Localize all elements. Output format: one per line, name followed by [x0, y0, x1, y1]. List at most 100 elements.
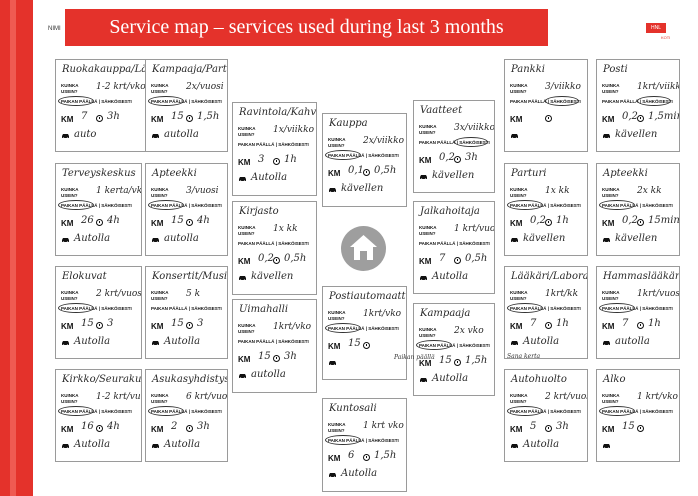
transport-mode: Autolla	[432, 373, 469, 384]
km-label: KM	[419, 156, 432, 165]
km-label: KM	[510, 322, 523, 331]
frequency-question: KUINKA USEIN?	[602, 290, 620, 301]
service-card: Parturi KUINKA USEIN? 1x kk PAIKAN PÄÄLLÄ…	[504, 163, 588, 256]
km-label: KM	[238, 158, 251, 167]
transport-mode: Autolla	[74, 233, 111, 244]
frequency-question: KUINKA USEIN?	[328, 422, 346, 433]
logo: HNL	[646, 23, 666, 33]
clock-icon	[454, 257, 461, 264]
car-icon	[239, 374, 246, 379]
frequency-question: KUINKA USEIN?	[602, 393, 620, 404]
time-value: 3	[107, 318, 114, 329]
car-icon	[152, 238, 159, 243]
service-card: Pankki KUINKA USEIN? 3/viikko PAIKAN PÄÄL…	[504, 59, 588, 152]
selected-option-circle	[148, 96, 184, 106]
km-label: KM	[328, 342, 341, 351]
selected-option-circle	[58, 200, 94, 210]
clock-icon	[454, 156, 461, 163]
service-name: Terveyskeskus	[62, 168, 136, 179]
time-value: 1h	[284, 154, 297, 165]
service-name: Postiautomaatti	[329, 291, 407, 302]
selected-option-circle	[599, 406, 635, 416]
frequency-question: KUINKA USEIN?	[419, 124, 437, 135]
frequency-value: 2x/viikko	[363, 136, 405, 146]
transport-mode: Autolla	[523, 336, 560, 347]
usage-mode-options: PAIKAN PÄÄLLÄ | SÄHKÖISESTI	[419, 241, 490, 246]
car-icon	[603, 444, 610, 449]
clock-icon	[186, 115, 193, 122]
frequency-value: 1krt/vuosi	[637, 289, 680, 299]
transport-mode: Autolla	[164, 336, 201, 347]
frequency-question: KUINKA USEIN?	[238, 323, 256, 334]
time-value: 3h	[197, 421, 210, 432]
transport-mode: kävellen	[341, 183, 384, 194]
km-label: KM	[151, 219, 164, 228]
clock-icon	[454, 359, 461, 366]
distance-value: 7	[81, 111, 88, 122]
service-name: Apteekki	[152, 168, 197, 179]
car-icon	[152, 444, 159, 449]
km-label: KM	[151, 322, 164, 331]
time-value: 1,5h	[465, 355, 488, 366]
km-label: KM	[602, 322, 615, 331]
transport-mode: Autolla	[432, 271, 469, 282]
service-card: Hammaslääkäri KUINKA USEIN? 1krt/vuosi PA…	[596, 266, 680, 359]
distance-value: 3	[258, 154, 265, 165]
transport-mode: kävellen	[523, 233, 566, 244]
km-label: KM	[602, 115, 615, 124]
service-card: Alko KUINKA USEIN? 1 krt/vko PAIKAN PÄÄLL…	[596, 369, 680, 462]
frequency-value: 2 krt/vuosi	[96, 289, 142, 299]
service-card: Apteekki KUINKA USEIN? 2x kk PAIKAN PÄÄLL…	[596, 163, 680, 256]
distance-value: 0,2	[439, 152, 455, 163]
selected-option-circle	[325, 323, 361, 333]
frequency-value: 3/viikko	[545, 82, 581, 92]
car-icon	[511, 238, 518, 243]
selected-option-circle	[325, 150, 361, 160]
car-icon	[511, 444, 518, 449]
service-name: Kirjasto	[239, 206, 279, 217]
distance-value: 15	[171, 318, 184, 329]
frequency-value: 1 krt vko	[363, 421, 404, 431]
distance-value: 15	[439, 355, 452, 366]
frequency-value: 2x/vuosi	[186, 82, 224, 92]
selected-option-circle	[148, 406, 184, 416]
service-name: Autohuolto	[511, 374, 567, 385]
service-name: Asukasyhdistys	[152, 374, 228, 385]
left-accent-bar	[0, 0, 33, 496]
service-name: Ravintola/Kahvila	[239, 107, 317, 118]
clock-icon	[363, 454, 370, 461]
usage-mode-options: PAIKAN PÄÄLLÄ | SÄHKÖISESTI	[238, 241, 309, 246]
handwritten-note-left: Paikan päällä	[394, 354, 435, 361]
car-icon	[152, 134, 159, 139]
time-value: 4h	[107, 421, 120, 432]
service-name: Uimahalli	[239, 304, 289, 315]
time-value: 3h	[107, 111, 120, 122]
time-value: 4h	[107, 215, 120, 226]
frequency-value: 1 krt/vko	[637, 392, 678, 402]
frequency-question: KUINKA USEIN?	[510, 393, 528, 404]
frequency-question: KUINKA USEIN?	[602, 187, 620, 198]
km-label: KM	[238, 257, 251, 266]
frequency-value: 1-2 krt/vuosi	[96, 392, 141, 402]
car-icon	[62, 444, 69, 449]
car-icon	[239, 177, 246, 182]
transport-mode: auto	[74, 129, 97, 140]
selected-option-circle	[507, 406, 543, 416]
service-card: Postiautomaatti KUINKA USEIN? 1krt/vko PA…	[322, 286, 407, 380]
car-icon	[603, 238, 610, 243]
clock-icon	[545, 322, 552, 329]
frequency-question: KUINKA USEIN?	[61, 290, 79, 301]
frequency-question: KUINKA USEIN?	[151, 393, 169, 404]
clock-icon	[96, 219, 103, 226]
distance-value: 15	[258, 351, 271, 362]
frequency-value: 2x kk	[637, 186, 662, 196]
frequency-question: KUINKA USEIN?	[238, 225, 256, 236]
service-card: Kirjasto KUINKA USEIN? 1x kk PAIKAN PÄÄLL…	[232, 201, 317, 295]
frequency-value: 1x kk	[545, 186, 570, 196]
distance-value: 15	[171, 111, 184, 122]
